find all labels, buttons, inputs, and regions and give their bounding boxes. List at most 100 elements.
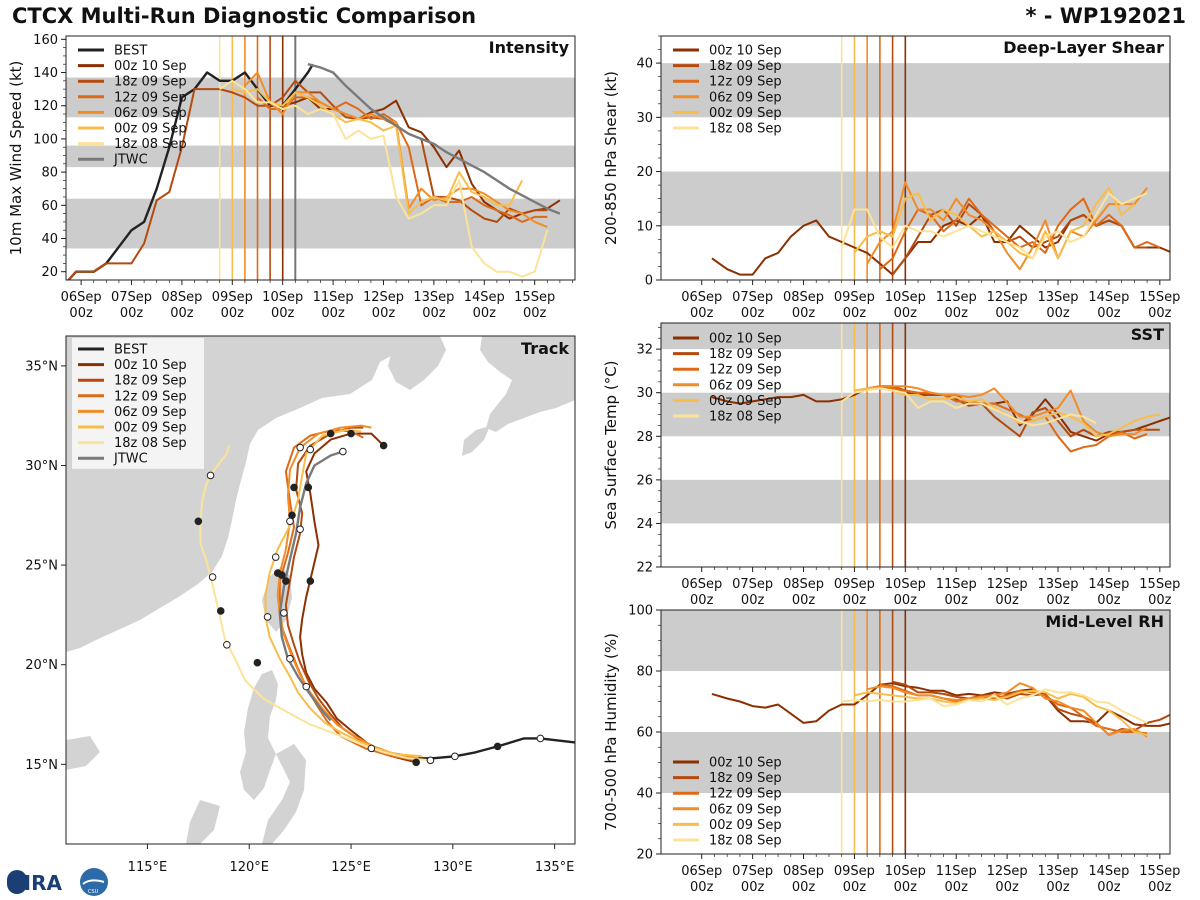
shear-xtick-date: 11Sep	[936, 290, 977, 305]
track-xtick-label: 120°E	[229, 860, 269, 875]
track-legend-label: 00z 09 Sep	[114, 421, 187, 436]
intensity-xtick-hour: 00z	[473, 306, 497, 321]
intensity-xtick-date: 11Sep	[313, 290, 354, 305]
track-series-00z-10-sep	[299, 432, 417, 764]
track-position-marker	[296, 443, 304, 452]
shear-xtick-hour: 00z	[945, 306, 969, 321]
shear-xtick-date: 10Sep	[885, 290, 926, 305]
rh-xtick-date: 08Sep	[783, 864, 824, 879]
track-series-00z-09-sep	[264, 428, 423, 758]
track-position-marker	[263, 613, 272, 621]
shear-ytick-label: 20	[636, 165, 653, 180]
track-map-area	[66, 336, 575, 844]
rh-legend-label: 18z 08 Sep	[709, 834, 782, 849]
track-position-marker	[273, 569, 282, 577]
logo-wave-icon	[82, 879, 105, 885]
rh-xtick-hour: 00z	[995, 880, 1019, 895]
track-position-marker	[206, 471, 215, 480]
sst-band-1	[661, 392, 1170, 437]
shear-legend-label: 00z 09 Sep	[709, 106, 782, 121]
shear-series-06z-09-sep	[866, 181, 1148, 271]
shear-legend-label: 12z 09 Sep	[709, 75, 782, 90]
shear-xtick-hour: 00z	[843, 306, 867, 321]
land-palawan	[186, 800, 220, 844]
intensity-xtick-date: 10Sep	[262, 290, 303, 305]
rh-xtick-date: 15Sep	[1139, 864, 1180, 879]
sst-ylabel: Sea Surface Temp (°C)	[602, 360, 620, 529]
intensity-series-18z-08-sep	[219, 79, 549, 278]
sst-series-00z-09-sep	[854, 387, 1160, 438]
track-position-marker	[271, 553, 280, 561]
land-korea	[388, 336, 446, 390]
rh-panel-title: Mid-Level RH	[1045, 612, 1164, 631]
sst-chart: 22242628303206Sep00z07Sep00z08Sep00z09Se…	[602, 322, 1180, 608]
rh-xtick-hour: 00z	[894, 880, 918, 895]
track-position-marker	[223, 640, 231, 649]
track-position-marker	[286, 654, 294, 663]
rh-ytick-label: 40	[636, 787, 653, 802]
track-position-marker	[304, 483, 313, 492]
intensity-ytick-label: 140	[33, 66, 58, 81]
track-ytick-label: 20°N	[25, 658, 58, 673]
shear-panel-title: Deep-Layer Shear	[1003, 38, 1164, 57]
sst-ytick-label: 32	[636, 343, 653, 358]
sst-ytick-label: 30	[636, 386, 653, 401]
track-position-marker	[282, 577, 290, 585]
intensity-xtick-date: 09Sep	[212, 290, 253, 305]
track-legend-label: 00z 10 Sep	[114, 358, 187, 373]
intensity-xtick-hour: 00z	[523, 306, 547, 321]
shear-xtick-hour: 00z	[995, 306, 1019, 321]
track-position-marker	[194, 517, 203, 526]
sst-xtick-hour: 00z	[843, 593, 867, 608]
intensity-ylabel: 10m Max Wind Speed (kt)	[7, 61, 25, 256]
rh-xtick-date: 11Sep	[936, 864, 977, 879]
rh-xtick-date: 06Sep	[681, 864, 722, 879]
rh-xtick-hour: 00z	[843, 880, 867, 895]
track-panel-title: Track	[521, 339, 569, 358]
sst-legend-label: 18z 08 Sep	[709, 410, 782, 425]
sst-xtick-date: 15Sep	[1139, 577, 1180, 592]
sst-xtick-date: 13Sep	[1037, 577, 1078, 592]
rh-band-1	[661, 610, 1170, 671]
logo-mark-shape	[7, 870, 27, 894]
sst-xtick-hour: 00z	[894, 593, 918, 608]
rh-xtick-hour: 00z	[1148, 880, 1172, 895]
sst-xtick-hour: 00z	[1046, 593, 1070, 608]
rh-xtick-hour: 00z	[945, 880, 969, 895]
sst-xtick-hour: 00z	[690, 593, 714, 608]
intensity-xtick-date: 08Sep	[161, 290, 202, 305]
rh-ytick-label: 60	[636, 726, 653, 741]
shear-xtick-date: 07Sep	[732, 290, 773, 305]
shear-ytick-label: 40	[636, 57, 653, 72]
rh-band-0	[661, 732, 1170, 793]
sst-xtick-date: 08Sep	[783, 577, 824, 592]
intensity-xtick-hour: 00z	[120, 306, 144, 321]
track-series-18z-08-sep	[199, 445, 431, 762]
rh-series-00z-10-sep	[711, 682, 1170, 727]
sst-frame	[660, 322, 1171, 568]
intensity-xtick-date: 13Sep	[413, 290, 454, 305]
sst-xtick-date: 12Sep	[987, 577, 1028, 592]
sst-xtick-hour: 00z	[945, 593, 969, 608]
intensity-xtick-date: 12Sep	[363, 290, 404, 305]
track-position-marker	[347, 429, 355, 438]
track-xtick-label: 135°E	[535, 860, 575, 875]
rh-xtick-hour: 00z	[741, 880, 765, 895]
sst-series-12z-09-sep	[879, 385, 1148, 453]
rh-legend-label: 00z 09 Sep	[709, 818, 782, 833]
track-position-marker	[286, 517, 294, 526]
sst-legend-label: 12z 09 Sep	[709, 363, 782, 378]
intensity-plot-area	[66, 36, 575, 280]
rh-ytick-label: 80	[636, 665, 653, 680]
track-legend-label: 06z 09 Sep	[114, 405, 187, 420]
sst-ytick-label: 22	[636, 561, 653, 576]
intensity-ytick-label: 120	[33, 99, 58, 114]
track-position-marker	[208, 573, 217, 581]
track-chart: 115°E 120°E 125°E 130°E 135°E 15°N 20°N 25°N 30°…	[25, 335, 576, 875]
sst-xtick-date: 11Sep	[936, 577, 977, 592]
shear-xtick-hour: 00z	[741, 306, 765, 321]
track-frame	[65, 335, 576, 845]
shear-xtick-date: 15Sep	[1139, 290, 1180, 305]
sst-xtick-hour: 00z	[995, 593, 1019, 608]
